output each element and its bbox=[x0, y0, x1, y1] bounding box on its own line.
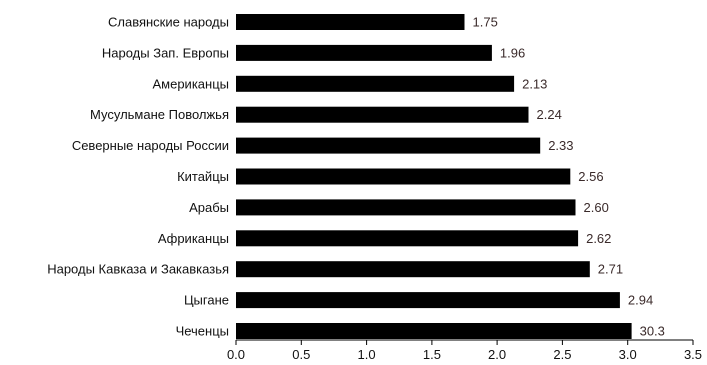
x-axis: 0.0 0.5 1.0 1.5 2.0 2.5 3.0 3.5 bbox=[227, 339, 702, 362]
x-tick-label: 3.0 bbox=[619, 347, 637, 362]
bar bbox=[236, 230, 579, 247]
bar bbox=[236, 14, 465, 30]
bar bbox=[236, 261, 590, 278]
x-tick-label: 2.0 bbox=[488, 347, 506, 362]
category-label: Африканцы bbox=[158, 231, 229, 246]
category-label: Мусульмане Поволжья bbox=[90, 107, 229, 122]
x-tick-label: 1.5 bbox=[423, 347, 441, 362]
x-tick-label: 0.5 bbox=[292, 347, 310, 362]
x-tick-label: 0.0 bbox=[227, 347, 245, 362]
category-label: Чеченцы bbox=[176, 324, 229, 339]
data-label: 1.75 bbox=[473, 15, 498, 30]
data-label: 2.71 bbox=[598, 262, 623, 277]
bar bbox=[236, 292, 620, 309]
bar bbox=[236, 168, 571, 185]
data-label: 2.60 bbox=[584, 200, 609, 215]
data-label: 1.96 bbox=[500, 45, 525, 60]
x-tick-label: 1.0 bbox=[358, 347, 376, 362]
value-labels-group: 1.751.96 2.13 2.24 2.33 2.56 2.60 2.62 2.71 2.94… bbox=[473, 15, 665, 339]
category-label: Славянские народы bbox=[108, 15, 229, 30]
x-tick-label: 2.5 bbox=[553, 347, 571, 362]
bar bbox=[236, 323, 632, 339]
category-label: Народы Кавказа и Закавказья bbox=[47, 262, 229, 277]
data-label: 30.3 bbox=[640, 324, 665, 339]
category-labels-group: Славянские народы Народы Зап. Европы Амери… bbox=[47, 15, 229, 339]
bar bbox=[236, 199, 576, 216]
bar bbox=[236, 106, 529, 123]
data-label: 2.94 bbox=[628, 293, 653, 308]
bar bbox=[236, 44, 492, 61]
data-label: 2.24 bbox=[537, 107, 562, 122]
category-label: Северные народы России bbox=[72, 138, 229, 153]
category-label: Китайцы bbox=[177, 169, 229, 184]
bar bbox=[236, 75, 515, 92]
data-label: 2.62 bbox=[586, 231, 611, 246]
category-label: Народы Зап. Европы bbox=[102, 45, 229, 60]
category-label: Арабы bbox=[189, 200, 229, 215]
x-tick-label: 3.5 bbox=[684, 347, 702, 362]
category-label: Американцы bbox=[152, 76, 229, 91]
data-label: 2.13 bbox=[522, 76, 547, 91]
data-label: 2.56 bbox=[578, 169, 603, 184]
data-label: 2.33 bbox=[548, 138, 573, 153]
category-label: Цыгане bbox=[184, 293, 229, 308]
bars-group bbox=[236, 14, 632, 339]
bar bbox=[236, 137, 541, 154]
